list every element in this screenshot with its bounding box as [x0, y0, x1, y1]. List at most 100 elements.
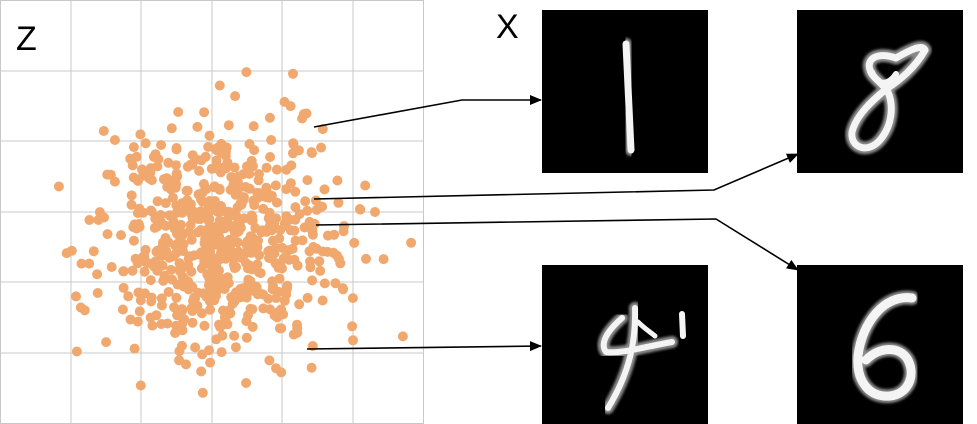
latent-point — [163, 157, 174, 168]
latent-points — [53, 67, 417, 398]
latent-point — [211, 334, 222, 345]
latent-point — [171, 143, 182, 153]
latent-point — [211, 155, 222, 166]
latent-point — [306, 362, 317, 373]
latent-point — [278, 309, 289, 320]
latent-point — [234, 217, 245, 228]
latent-point — [195, 214, 206, 225]
latent-point — [311, 243, 322, 254]
latent-point — [101, 337, 112, 348]
latent-point — [290, 202, 301, 213]
latent-point — [147, 320, 158, 331]
latent-point — [285, 178, 296, 189]
latent-point — [146, 175, 157, 186]
latent-point — [178, 246, 188, 257]
latent-point — [317, 295, 328, 306]
latent-point — [314, 256, 325, 267]
latent-point — [210, 144, 221, 154]
latent-point — [267, 284, 278, 295]
latent-point — [224, 305, 235, 316]
latent-point — [249, 145, 260, 156]
latent-point — [102, 229, 113, 240]
latent-point — [187, 317, 198, 328]
latent-point — [92, 269, 103, 280]
latent-point — [210, 163, 221, 174]
latent-point — [212, 206, 223, 217]
latent-point — [360, 180, 371, 191]
latent-point — [156, 140, 167, 150]
latent-point — [378, 254, 389, 265]
latent-point — [287, 243, 298, 254]
latent-point — [300, 196, 311, 207]
latent-point — [254, 169, 264, 180]
latent-point — [370, 207, 380, 217]
latent-point — [304, 216, 315, 227]
latent-point — [241, 332, 252, 343]
latent-point — [134, 288, 145, 298]
latent-point — [216, 347, 227, 358]
latent-point — [222, 272, 233, 283]
latent-point — [139, 266, 150, 277]
latent-point — [127, 265, 138, 276]
handwritten-digit-1-icon — [620, 38, 637, 156]
latent-point — [317, 201, 328, 212]
latent-point — [226, 221, 237, 231]
latent-point — [270, 180, 281, 191]
latent-point — [215, 320, 226, 331]
latent-point — [333, 197, 344, 208]
latent-point — [171, 168, 182, 179]
latent-point — [214, 183, 225, 194]
latent-point — [181, 185, 192, 196]
latent-point — [285, 101, 296, 112]
latent-point — [160, 198, 171, 209]
latent-point — [271, 197, 282, 208]
latent-point — [196, 308, 207, 319]
latent-point — [98, 126, 109, 136]
latent-point — [187, 159, 198, 170]
latent-point — [205, 357, 216, 368]
latent-point — [196, 263, 207, 274]
latent-point — [310, 195, 321, 206]
latent-point — [53, 181, 64, 192]
latent-point — [315, 265, 326, 276]
latent-point — [102, 169, 113, 180]
latent-point — [152, 161, 163, 172]
latent-point — [220, 253, 231, 264]
latent-point — [84, 258, 95, 269]
latent-point — [160, 220, 171, 231]
latent-point — [177, 305, 188, 316]
latent-point — [135, 129, 146, 140]
latent-point — [177, 230, 188, 241]
latent-point — [254, 250, 265, 261]
latent-point — [289, 225, 300, 236]
latent-point — [127, 160, 138, 171]
latent-point — [123, 291, 134, 302]
latent-point — [297, 235, 308, 246]
latent-point — [294, 299, 305, 310]
digit-tile-1 — [542, 10, 708, 173]
latent-point — [187, 306, 198, 316]
latent-point — [266, 135, 277, 145]
latent-point — [397, 331, 408, 342]
latent-point — [349, 237, 360, 248]
latent-point — [128, 142, 139, 153]
latent-point — [79, 305, 90, 316]
latent-point — [92, 288, 103, 298]
latent-point — [186, 266, 197, 277]
latent-point — [199, 320, 210, 331]
latent-point — [238, 192, 249, 203]
latent-point — [173, 107, 184, 117]
latent-point — [71, 346, 82, 357]
latent-point — [290, 186, 301, 197]
latent-point — [181, 202, 192, 213]
latent-point — [84, 215, 95, 225]
latent-point — [204, 130, 215, 141]
latent-point — [159, 270, 170, 281]
latent-point — [205, 304, 216, 315]
latent-point — [290, 214, 301, 225]
latent-point — [230, 91, 241, 102]
latent-point — [246, 215, 257, 226]
latent-point — [194, 165, 205, 176]
latent-point — [203, 204, 214, 215]
arrow-to-digit-4 — [306, 341, 542, 352]
